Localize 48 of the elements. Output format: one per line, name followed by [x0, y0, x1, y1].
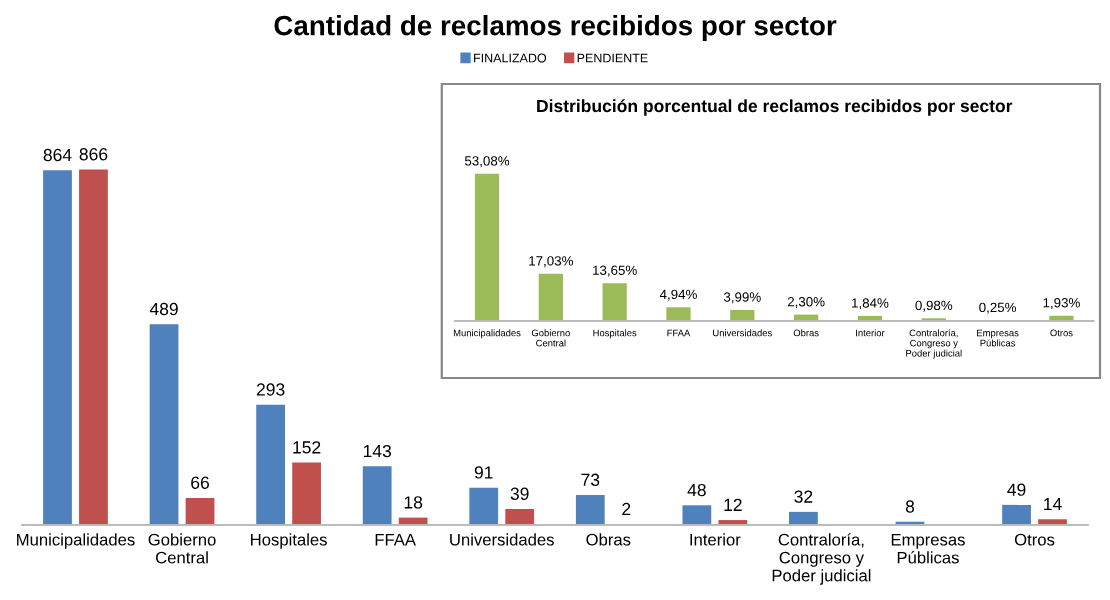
bar	[602, 283, 627, 321]
bar	[1002, 504, 1031, 525]
bar	[682, 505, 712, 525]
data-label: 293	[256, 383, 285, 396]
bar	[43, 170, 72, 525]
chart-title: Distribución porcentual de reclamos recibidos por sector	[537, 99, 1013, 116]
bar	[666, 307, 691, 321]
x-tick-label: FFAA	[375, 533, 416, 546]
data-label: 12	[724, 498, 742, 511]
bar	[730, 309, 755, 321]
data-label: 18	[404, 496, 423, 509]
data-label: 152	[293, 441, 321, 454]
x-tick-label: Gobierno Central	[148, 533, 216, 564]
data-label: 143	[363, 444, 392, 458]
x-tick-label: Universidades	[450, 533, 554, 546]
bar	[256, 404, 285, 525]
data-label: 32	[794, 490, 813, 503]
data-label: 866	[79, 148, 108, 161]
chart-title: Cantidad de reclamos recibidos por sector	[274, 15, 837, 41]
bar	[185, 497, 215, 525]
data-label: 66	[191, 476, 209, 489]
data-label: 8	[905, 500, 915, 513]
bar	[789, 511, 818, 525]
bar	[474, 173, 500, 321]
data-label: 39	[510, 487, 529, 500]
data-label: 91	[474, 466, 493, 479]
data-label: 49	[1007, 483, 1026, 496]
bar	[575, 495, 605, 525]
x-tick-label: Municipalidades	[17, 533, 135, 549]
bar	[79, 169, 108, 525]
data-label: 489	[149, 302, 178, 316]
bar	[469, 487, 499, 525]
data-label: 48	[687, 483, 706, 497]
x-tick-label: Empresas Públicas	[891, 533, 965, 564]
x-tick-label: Otros	[1014, 533, 1055, 546]
x-tick-label: Hospitales	[251, 533, 327, 549]
bar	[538, 273, 563, 321]
data-label: 14	[1044, 498, 1062, 511]
bar	[149, 324, 179, 525]
data-label: 73	[581, 473, 600, 487]
bar	[362, 466, 392, 525]
bar	[292, 462, 321, 525]
bar	[505, 508, 535, 525]
x-tick-label: Obras	[586, 533, 631, 546]
x-tick-label: Interior	[690, 533, 741, 546]
data-label: 2	[622, 502, 631, 515]
data-label: 864	[43, 148, 72, 162]
x-tick-label: Contraloría, Congreso y Poder judicial	[772, 533, 871, 585]
